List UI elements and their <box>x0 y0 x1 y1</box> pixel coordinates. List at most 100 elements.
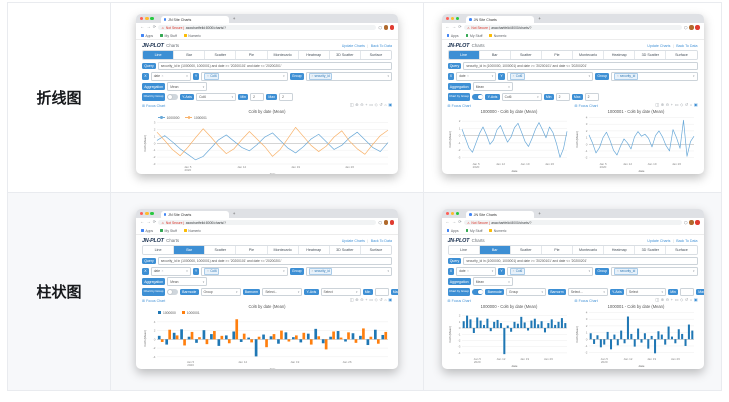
x-field-select[interactable]: date × ▾ <box>150 72 191 81</box>
group-field-tag[interactable]: × security_id <box>614 268 638 275</box>
max-button[interactable]: Max <box>571 93 583 100</box>
y-axis-button[interactable]: Y-Axis <box>304 288 319 295</box>
reset-axes-icon[interactable]: ↺ <box>684 298 689 303</box>
max-input[interactable]: 2 <box>584 92 599 101</box>
y-axis-button[interactable]: Y <box>192 268 200 275</box>
tab-bar[interactable]: Bar <box>479 51 511 59</box>
zoom-out-icon[interactable]: ⊖ <box>360 298 364 303</box>
query-input[interactable]: security_id in (1000000, 1000001) and da… <box>463 257 698 266</box>
tab-bar[interactable]: Bar <box>479 246 511 254</box>
query-button[interactable]: Query <box>142 258 156 265</box>
x-field-select[interactable]: date × ▾ <box>150 267 191 276</box>
focus-chart-link[interactable]: ⊞ Focus Chart <box>448 104 471 108</box>
x-axis-button[interactable]: X <box>142 268 149 275</box>
maximize-window-button[interactable] <box>150 211 154 216</box>
new-tab-button[interactable]: + <box>232 16 236 21</box>
reset-axes-icon[interactable]: ↺ <box>684 103 689 108</box>
tab-heatmap[interactable]: Heatmap <box>298 51 330 59</box>
legend-item[interactable]: 1000001 <box>185 116 207 120</box>
new-tab-button[interactable]: + <box>538 16 541 21</box>
profile-avatar[interactable] <box>383 220 389 225</box>
extensions-icon[interactable]: ⬡ <box>684 25 688 30</box>
query-input[interactable]: security_id in (1000000, 1000001) and da… <box>157 62 392 71</box>
url-field[interactable]: ⚠ Not Secure | aswchartfelid:8000/charts… <box>463 219 682 226</box>
tab-surface[interactable]: Surface <box>666 246 697 254</box>
reload-icon[interactable]: ⟳ <box>458 219 462 225</box>
chart-by-group-toggle[interactable] <box>166 93 178 100</box>
profile-avatar[interactable] <box>383 25 389 30</box>
query-button[interactable]: Query <box>142 63 156 70</box>
back-to-data-link[interactable]: Back To Data <box>370 238 392 243</box>
bookmark-item[interactable]: My Stuff <box>465 229 482 233</box>
x-axis-button[interactable]: X <box>447 73 455 80</box>
tab-line[interactable]: Line <box>143 51 175 59</box>
lasso-select-icon[interactable]: ◇ <box>374 103 378 108</box>
barmode-button[interactable]: Barmode <box>485 288 505 295</box>
bookmark-item[interactable]: My Stuff <box>465 34 482 38</box>
autoscale-icon[interactable]: ⌂ <box>384 103 387 108</box>
min-input[interactable] <box>374 287 389 296</box>
chart-by-group-toggle[interactable] <box>472 93 484 100</box>
bookmark-item[interactable]: Numeric <box>489 34 506 38</box>
remove-tag-icon[interactable]: × <box>616 269 619 274</box>
url-field[interactable]: ⚠ Not Secure | aswchartfelid:8000/charts… <box>158 219 377 226</box>
x-axis-button[interactable]: X <box>142 73 149 80</box>
query-input[interactable]: security_id in (1000000, 1000001) and da… <box>463 62 698 71</box>
clear-icon[interactable]: × <box>161 269 164 274</box>
back-icon[interactable]: ← <box>140 24 145 30</box>
extensions-icon[interactable]: ⬡ <box>378 220 383 225</box>
focus-chart-link[interactable]: ⊞ Focus Chart <box>142 299 165 303</box>
aggregation-select[interactable]: Mean ▾ <box>167 277 208 286</box>
aggregation-select[interactable]: Mean ▾ <box>472 82 513 91</box>
camera-icon[interactable]: ◫ <box>349 103 354 108</box>
aggregation-button[interactable]: Aggregation <box>142 83 166 90</box>
barmode-select[interactable]: Group ▾ <box>506 287 547 296</box>
y-axis-select[interactable]: Select ▾ <box>320 287 361 296</box>
zoom-out-icon[interactable]: ⊖ <box>665 103 669 108</box>
camera-icon[interactable]: ◫ <box>655 103 659 108</box>
min-input[interactable]: 2 <box>555 92 570 101</box>
record-icon[interactable] <box>695 220 700 225</box>
autoscale-icon[interactable]: ⌂ <box>384 298 387 303</box>
pan-icon[interactable]: + <box>670 103 673 108</box>
remove-tag-icon[interactable]: × <box>616 74 619 79</box>
legend-item[interactable]: 1000001 <box>181 311 200 315</box>
update-charts-link[interactable]: Update Charts <box>341 238 365 243</box>
back-to-data-link[interactable]: Back To Data <box>370 43 392 48</box>
tab-surface[interactable]: Surface <box>360 246 391 254</box>
x-field-select[interactable]: date × ▾ <box>456 267 497 276</box>
remove-tag-icon[interactable]: × <box>207 74 210 79</box>
tab-scatter[interactable]: Scatter <box>510 51 542 59</box>
min-input[interactable]: 2 <box>250 92 265 101</box>
minimize-window-button[interactable] <box>145 16 149 21</box>
minimize-window-button[interactable] <box>145 211 149 216</box>
aggregation-button[interactable]: Aggregation <box>447 83 471 90</box>
group-field-input[interactable]: × security_id ▾ <box>611 267 698 276</box>
remove-tag-icon[interactable]: × <box>311 74 314 79</box>
tab-scatter[interactable]: Scatter <box>205 51 237 59</box>
reload-icon[interactable]: ⟳ <box>152 24 157 30</box>
y-field-input[interactable]: × Col6 ▾ <box>201 267 288 276</box>
max-button[interactable]: Max <box>266 93 278 100</box>
group-button[interactable]: Group <box>289 268 304 275</box>
maximize-window-button[interactable] <box>455 211 460 216</box>
browser-tab[interactable]: JN Site Charts <box>466 211 535 218</box>
record-icon[interactable] <box>389 220 394 225</box>
minimize-window-button[interactable] <box>450 16 455 21</box>
plotly-logo-icon[interactable]: ▣ <box>693 103 698 108</box>
remove-tag-icon[interactable]: × <box>512 269 515 274</box>
forward-icon[interactable]: → <box>146 219 151 225</box>
tab-pie[interactable]: Pie <box>236 246 268 254</box>
min-button[interactable]: Min <box>238 93 249 100</box>
browser-tab[interactable]: JN Site Charts <box>160 211 229 218</box>
x-field-select[interactable]: date × ▾ <box>456 72 497 81</box>
min-button[interactable]: Min <box>668 288 679 295</box>
minimize-window-button[interactable] <box>450 211 455 216</box>
reload-icon[interactable]: ⟳ <box>458 24 462 30</box>
barmode-select[interactable]: Group ▾ <box>200 287 241 296</box>
focus-chart-link[interactable]: ⊞ Focus Chart <box>575 299 598 303</box>
chart-by-group-toggle[interactable] <box>472 288 484 295</box>
